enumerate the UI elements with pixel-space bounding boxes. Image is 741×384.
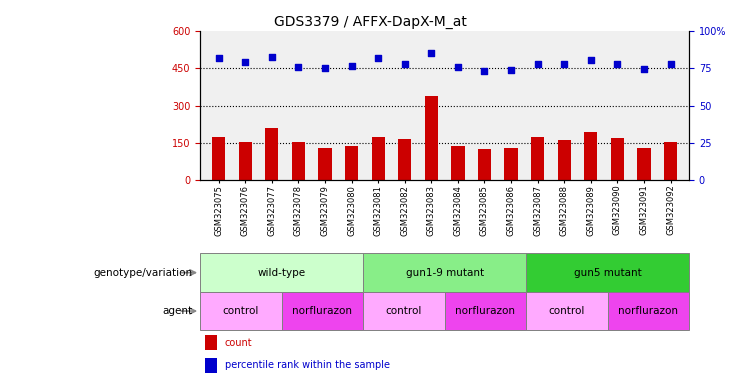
Bar: [445, 292, 526, 330]
Point: [425, 50, 437, 56]
Point: [585, 57, 597, 63]
Bar: [345, 146, 358, 180]
Text: genotype/variation: genotype/variation: [93, 268, 193, 278]
Point: [345, 63, 357, 69]
Bar: [239, 142, 252, 180]
Text: control: control: [222, 306, 259, 316]
Bar: [200, 253, 363, 292]
Bar: [398, 139, 411, 180]
Bar: [526, 292, 608, 330]
Point: [239, 59, 251, 65]
Point: [293, 64, 305, 70]
Text: control: control: [548, 306, 585, 316]
Point: [372, 55, 384, 61]
Point: [611, 61, 623, 67]
Bar: [212, 137, 225, 180]
Text: agent: agent: [162, 306, 193, 316]
Bar: [200, 292, 282, 330]
Text: wild-type: wild-type: [258, 268, 305, 278]
Point: [532, 61, 544, 67]
Bar: [557, 140, 571, 180]
Bar: [371, 137, 385, 180]
Bar: [611, 137, 624, 180]
Text: GDS3379 / AFFX-DapX-M_at: GDS3379 / AFFX-DapX-M_at: [274, 15, 467, 29]
Bar: [282, 292, 363, 330]
Bar: [292, 142, 305, 180]
Bar: [205, 358, 217, 372]
Point: [213, 55, 225, 61]
Text: norflurazon: norflurazon: [456, 306, 515, 316]
Bar: [319, 148, 332, 180]
Bar: [608, 292, 689, 330]
Point: [452, 65, 464, 71]
Bar: [531, 137, 545, 180]
Bar: [526, 253, 689, 292]
Point: [479, 68, 491, 74]
Point: [266, 54, 278, 60]
Point: [665, 61, 677, 67]
Bar: [505, 148, 518, 180]
Bar: [478, 149, 491, 180]
Text: gun5 mutant: gun5 mutant: [574, 268, 642, 278]
Bar: [265, 128, 279, 180]
Point: [399, 61, 411, 67]
Text: norflurazon: norflurazon: [293, 306, 352, 316]
Text: gun1-9 mutant: gun1-9 mutant: [405, 268, 484, 278]
Bar: [584, 132, 597, 180]
Text: percentile rank within the sample: percentile rank within the sample: [225, 360, 390, 370]
Bar: [363, 292, 445, 330]
Point: [319, 65, 331, 71]
Bar: [637, 147, 651, 180]
Bar: [451, 146, 465, 180]
Bar: [205, 335, 217, 350]
Bar: [664, 142, 677, 180]
Point: [558, 61, 570, 67]
Bar: [425, 96, 438, 180]
Text: control: control: [385, 306, 422, 316]
Point: [638, 66, 650, 72]
Text: count: count: [225, 338, 252, 348]
Point: [505, 67, 517, 73]
Text: norflurazon: norflurazon: [619, 306, 678, 316]
Bar: [363, 253, 526, 292]
